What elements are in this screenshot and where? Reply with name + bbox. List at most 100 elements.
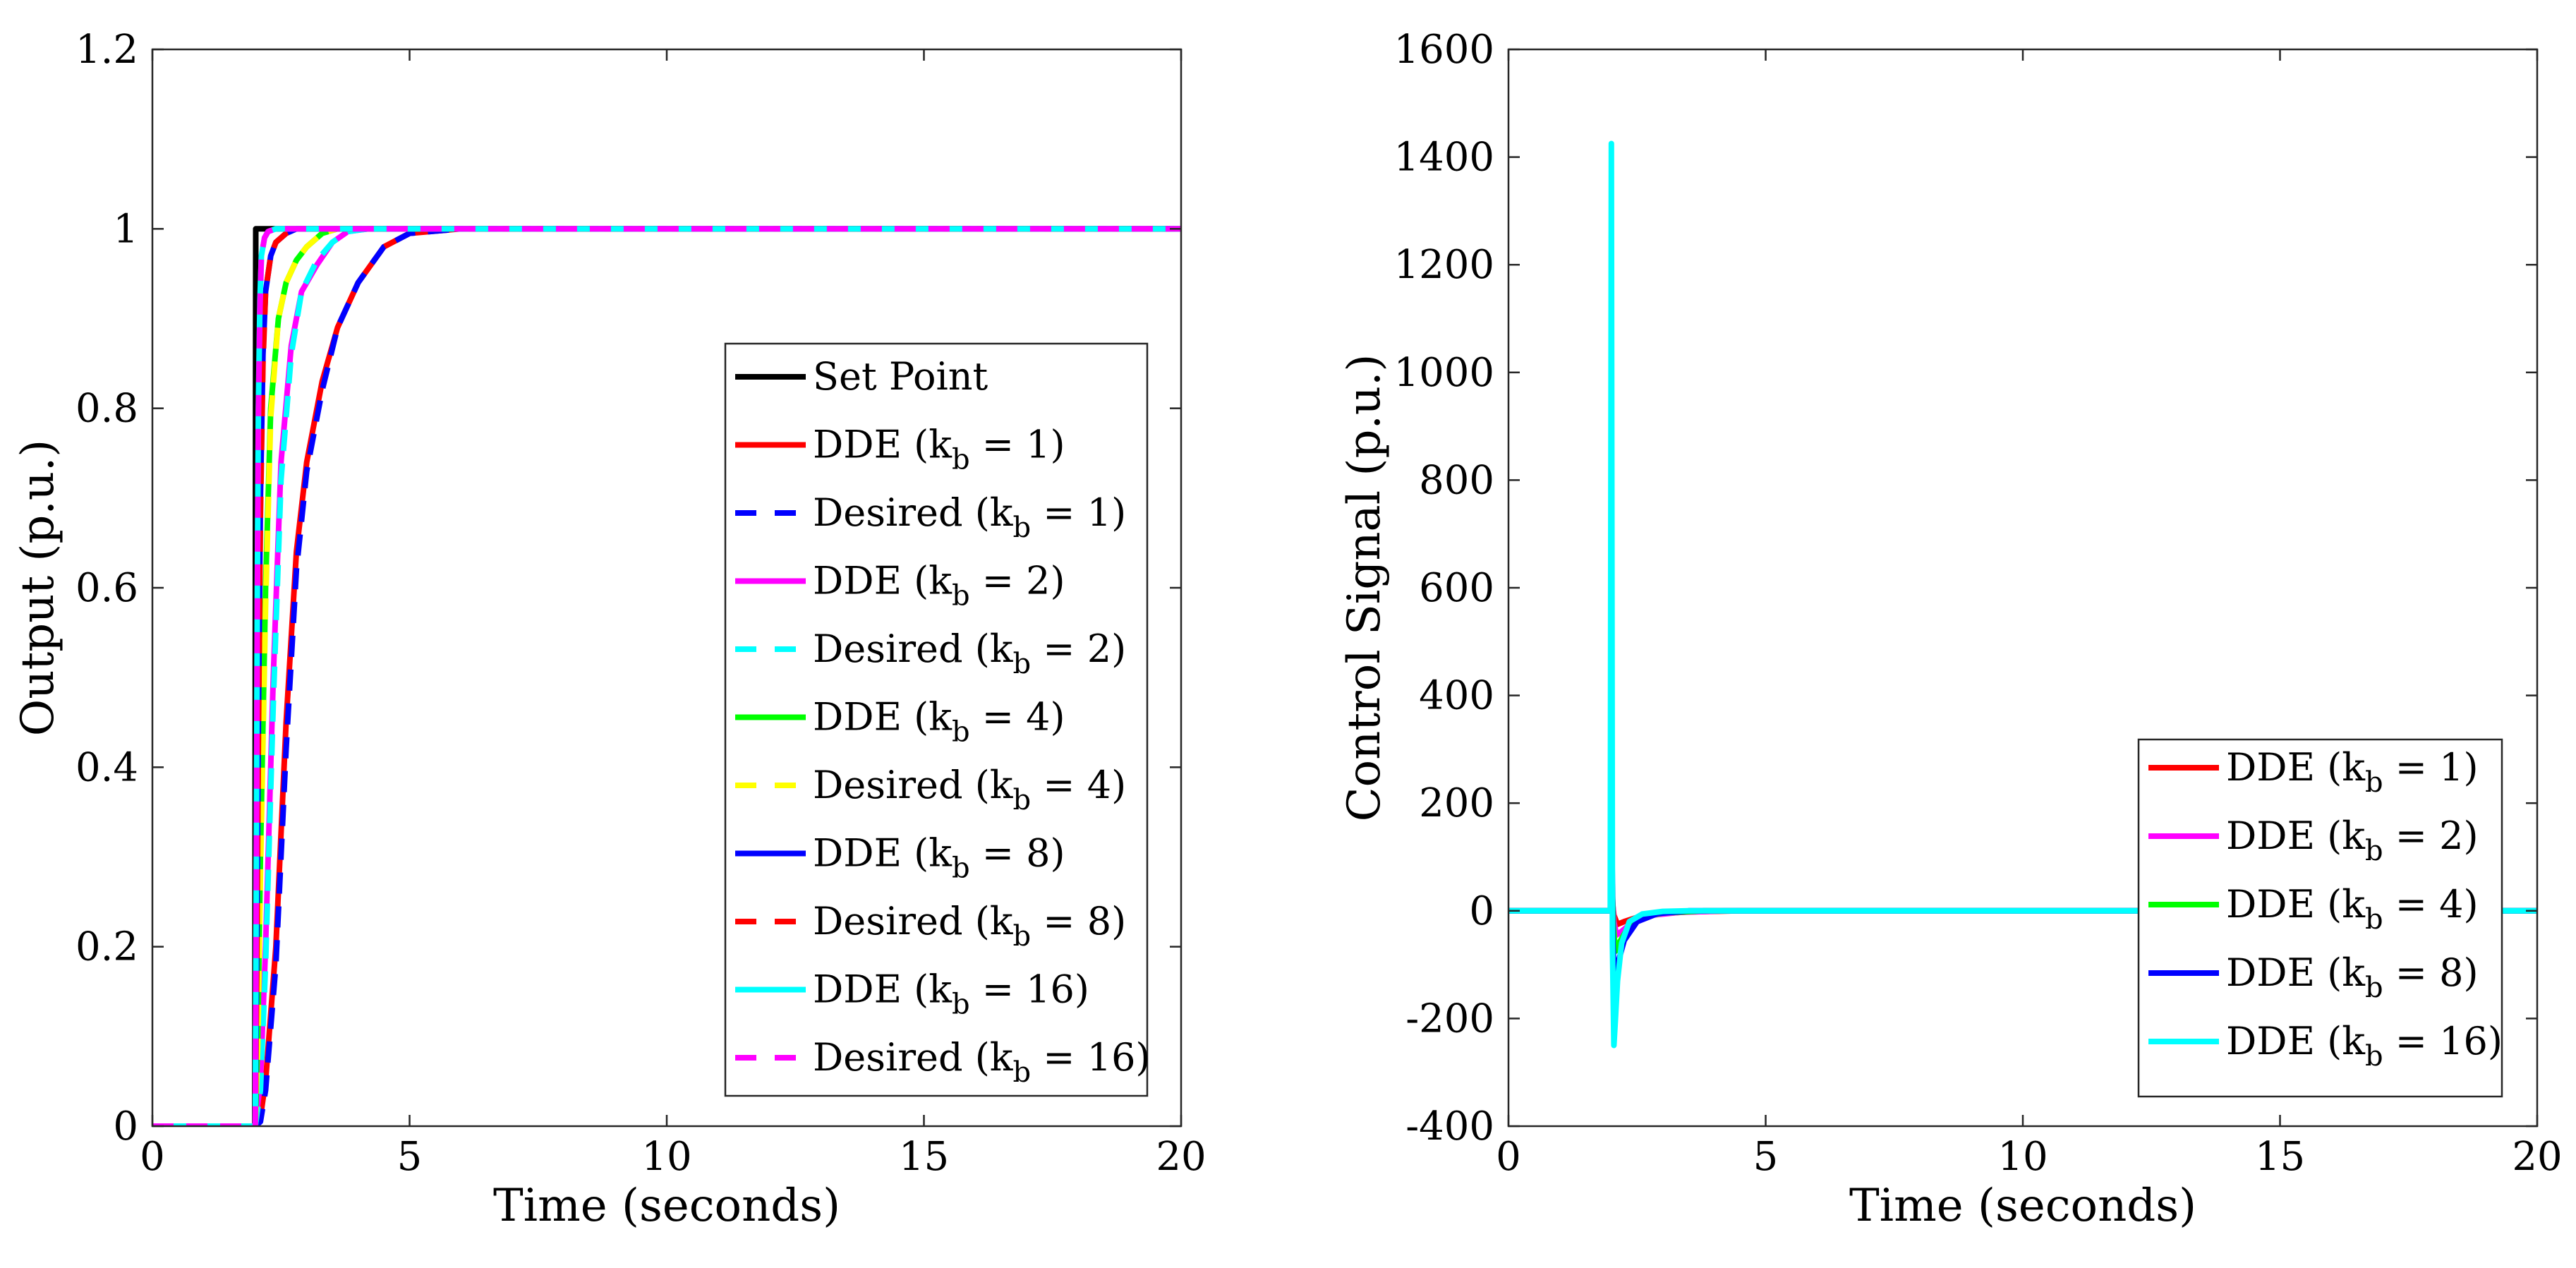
y-axis-label: Output (p.u.) <box>12 440 64 736</box>
legend-label-tail: = 8) <box>2383 950 2479 995</box>
legend-label-tail: = 8) <box>970 831 1065 876</box>
x-tick-label: 10 <box>1997 1134 2048 1180</box>
legend-label-tail: = 4) <box>970 695 1065 739</box>
legend-label-main: DDE (k <box>813 423 953 467</box>
x-tick-label: 5 <box>397 1134 423 1180</box>
x-tick-label: 20 <box>1156 1134 1206 1180</box>
legend-label-main: DDE (k <box>813 831 953 876</box>
legend-label-tail: = 8) <box>1031 899 1126 943</box>
x-tick-label: 15 <box>2255 1134 2305 1180</box>
legend-label-main: Set Point <box>813 354 988 399</box>
y-tick-label: 1.2 <box>75 27 138 73</box>
legend-label-subscript: b <box>1013 920 1032 953</box>
legend-label-main: Desired (k <box>813 627 1014 671</box>
legend-label-subscript: b <box>952 444 970 476</box>
legend-box <box>2137 738 2503 1098</box>
legend-label-tail: = 1) <box>1031 490 1126 535</box>
legend-label-5: DDE (kb = 4) <box>813 695 1065 749</box>
legend-label-tail: = 1) <box>2383 745 2479 790</box>
x-tick-label: 15 <box>899 1134 949 1180</box>
legend-label-main: DDE (k <box>2226 745 2366 790</box>
x-axis-label: Time (seconds) <box>493 1180 840 1232</box>
legend-label-tail: = 4) <box>1031 763 1126 807</box>
control-signal-chart: 0 5 10 15 20 -400 -200 0 200 400 600 800 1000 1200 140… <box>1338 27 2563 1232</box>
y-tick-label: 0 <box>113 1104 138 1149</box>
legend-label-0: Set Point <box>813 354 988 399</box>
legend-label-tail: = 2) <box>970 559 1065 603</box>
series-line-4 <box>1508 140 2537 1049</box>
legend-label-main: Desired (k <box>813 763 1014 807</box>
y-tick-label: 600 <box>1419 565 1494 611</box>
legend-label-main: DDE (k <box>2226 882 2366 926</box>
legend-label-10: Desired (kb = 16) <box>813 1035 1151 1089</box>
x-tick-label: 5 <box>1753 1134 1779 1180</box>
y-tick-label: 1600 <box>1393 27 1494 73</box>
legend-label-subscript: b <box>1013 1056 1032 1089</box>
legend-label-subscript: b <box>2365 766 2383 799</box>
legend-label-main: DDE (k <box>813 695 953 739</box>
y-tick-label: 1000 <box>1393 350 1494 396</box>
legend-label-subscript: b <box>952 989 970 1021</box>
legend-label-subscript: b <box>1013 784 1032 816</box>
y-tick-label: 0.8 <box>75 386 138 432</box>
legend-label-1: DDE (kb = 1) <box>813 423 1065 476</box>
y-tick-label: 800 <box>1419 457 1494 503</box>
legend-label-4: DDE (kb = 16) <box>2226 1019 2503 1073</box>
y-tick-label: 0.4 <box>75 744 138 790</box>
y-tick-label: 0.2 <box>75 924 138 970</box>
legend-label-main: DDE (k <box>2226 950 2366 995</box>
legend-label-1: DDE (kb = 2) <box>2226 814 2479 867</box>
legend-label-main: Desired (k <box>813 490 1014 535</box>
legend-label-3: DDE (kb = 8) <box>2226 950 2479 1004</box>
legend-label-subscript: b <box>2365 903 2383 936</box>
x-tick-label: 20 <box>2512 1134 2562 1180</box>
legend-label-tail: = 4) <box>2383 882 2479 926</box>
legend-label-tail: = 16) <box>970 967 1089 1012</box>
legend-label-tail: = 2) <box>1031 627 1126 671</box>
y-tick-label: 1200 <box>1393 242 1494 288</box>
y-axis-label: Control Signal (p.u.) <box>1338 354 1391 822</box>
legend: DDE (kb = 1)DDE (kb = 2)DDE (kb = 4)DDE … <box>2137 738 2503 1098</box>
y-tick-label: 0 <box>1469 888 1494 934</box>
series-group <box>1508 140 2537 1049</box>
legend-label-main: DDE (k <box>813 967 953 1012</box>
x-tick-label: 0 <box>1496 1134 1521 1180</box>
legend-label-9: DDE (kb = 16) <box>813 967 1089 1021</box>
legend-label-subscript: b <box>2365 972 2383 1004</box>
legend-label-subscript: b <box>952 852 970 885</box>
y-tick-label: 400 <box>1419 673 1494 719</box>
legend-label-main: DDE (k <box>2226 1019 2366 1063</box>
y-tick-label: -400 <box>1405 1104 1494 1149</box>
legend-label-main: Desired (k <box>813 1035 1014 1080</box>
legend-label-0: DDE (kb = 1) <box>2226 745 2479 799</box>
legend-label-8: Desired (kb = 8) <box>813 899 1126 953</box>
x-axis-label: Time (seconds) <box>1849 1180 2196 1232</box>
legend-label-tail: = 1) <box>970 423 1065 467</box>
legend-label-subscript: b <box>2365 1040 2383 1073</box>
legend-label-2: DDE (kb = 4) <box>2226 882 2479 936</box>
legend-label-subscript: b <box>2365 835 2383 867</box>
legend-label-2: Desired (kb = 1) <box>813 490 1126 544</box>
legend-label-4: Desired (kb = 2) <box>813 627 1126 680</box>
legend-label-tail: = 2) <box>2383 814 2479 858</box>
legend-label-main: DDE (k <box>2226 814 2366 858</box>
legend-label-tail: = 16) <box>2383 1019 2503 1063</box>
legend-label-tail: = 16) <box>1031 1035 1150 1080</box>
legend-label-main: Desired (k <box>813 899 1014 943</box>
legend-label-subscript: b <box>1013 512 1032 544</box>
legend-label-subscript: b <box>952 580 970 612</box>
legend-label-6: Desired (kb = 4) <box>813 763 1126 816</box>
y-tick-label: -200 <box>1405 996 1494 1041</box>
x-tick-label: 0 <box>140 1134 165 1180</box>
legend-label-3: DDE (kb = 2) <box>813 559 1065 612</box>
legend-label-subscript: b <box>1013 648 1032 680</box>
legend-label-main: DDE (k <box>813 559 953 603</box>
output-chart: 0 5 10 15 20 0 0.2 0.4 0.6 0.8 1 1.2 Time (seconds) O… <box>12 27 1207 1232</box>
series-group <box>152 226 1181 1126</box>
series-line-10 <box>152 226 1181 1126</box>
y-tick-label: 1400 <box>1393 135 1494 181</box>
x-tick-label: 10 <box>641 1134 691 1180</box>
y-tick-label: 200 <box>1419 780 1494 826</box>
